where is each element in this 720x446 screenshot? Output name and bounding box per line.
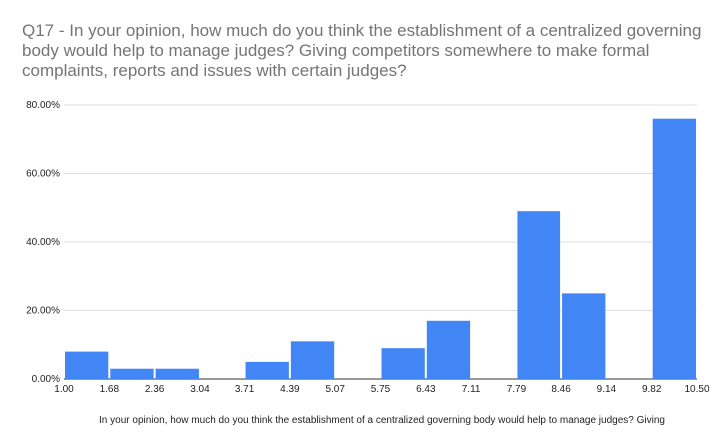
x-axis-ticks: 1.00 1.68 2.36 3.04 3.71 4.39 5.07 5.75 6.43 7.11… [54,384,710,395]
histogram-bar [65,351,109,379]
x-tick-label: 3.04 [190,384,210,395]
y-tick-label: 40.00% [26,237,60,248]
histogram-bar [245,361,289,379]
x-tick-label: 1.00 [54,384,74,395]
x-tick-label: 1.68 [100,384,120,395]
histogram-bar [381,348,425,379]
x-tick-label: 9.82 [642,384,662,395]
x-tick-label: 4.39 [280,384,300,395]
x-tick-label: 8.46 [551,384,571,395]
x-tick-label: 7.11 [462,384,481,395]
histogram-bar [426,320,471,379]
y-tick-label: 20.00% [26,306,60,317]
x-tick-label: 7.79 [507,384,527,395]
histogram-bar [517,211,561,379]
x-tick-label: 9.14 [597,384,617,395]
x-tick-label: 6.43 [416,384,436,395]
y-tick-label: 80.00% [26,100,60,111]
histogram-bar [562,293,606,379]
y-axis-ticks: 0.00% 20.00% 40.00% 60.00% 80.00% [26,100,60,385]
y-tick-label: 60.00% [26,169,60,180]
x-tick-label: 5.75 [371,384,391,395]
histogram-bar [290,341,335,379]
y-tick-label: 0.00% [32,374,60,385]
x-axis-label: In your opinion, how much do you think t… [99,415,665,426]
x-tick-label: 5.07 [325,384,345,395]
x-tick-label: 3.71 [235,384,255,395]
histogram-bar [652,118,696,379]
bars [65,118,696,379]
chart-title: Q17 - In your opinion, how much do you t… [22,21,702,80]
x-tick-label: 2.36 [145,384,165,395]
histogram-bar [110,368,154,379]
histogram-bar [155,368,199,379]
x-tick-label: 10.50 [684,384,709,395]
